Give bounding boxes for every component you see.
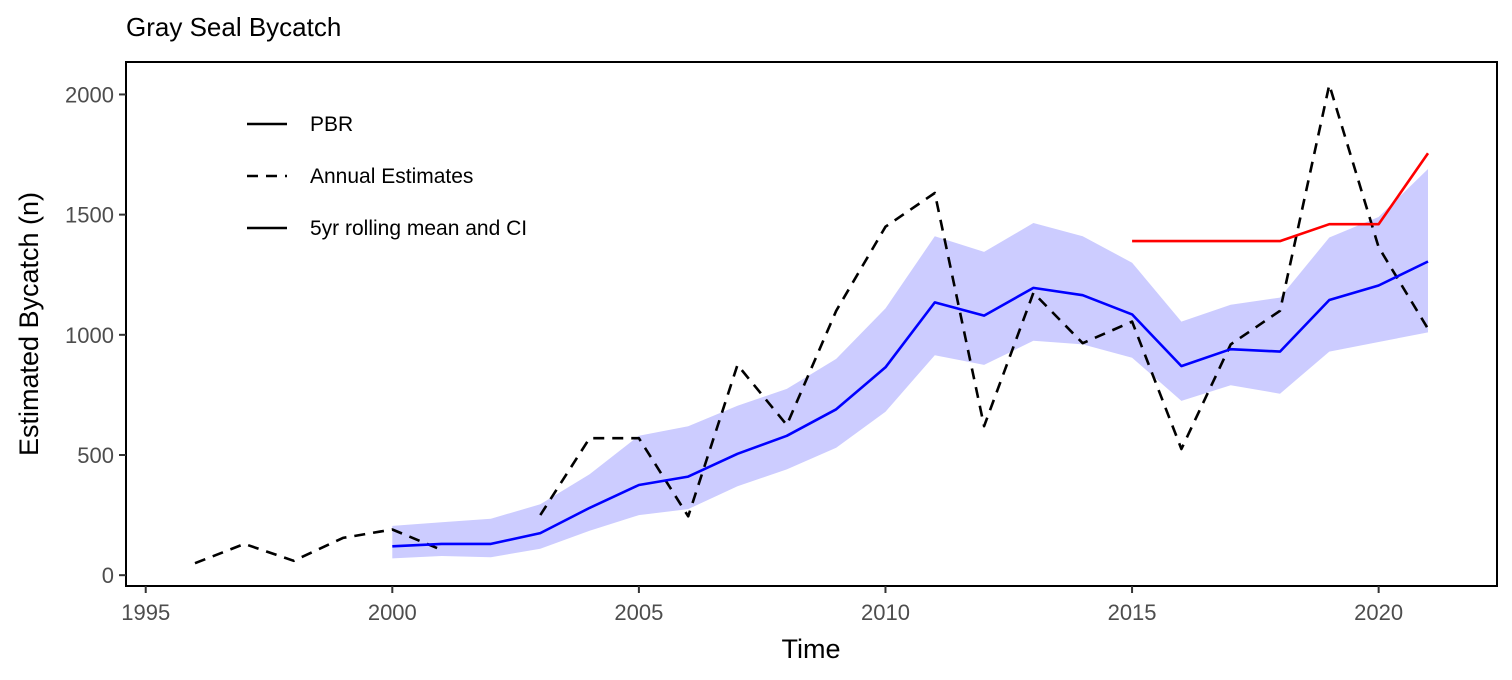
chart-title: Gray Seal Bycatch <box>126 12 342 42</box>
y-tick-label-1500: 1500 <box>65 203 114 228</box>
plot-panel-border <box>125 61 1498 587</box>
x-axis: 1995 2000 2005 2010 2015 2020 <box>121 586 1403 625</box>
x-tick-label-1995: 1995 <box>121 600 170 625</box>
legend: PBR Annual Estimates 5yr rolling mean and … <box>247 113 527 240</box>
x-tick-label-2000: 2000 <box>368 600 417 625</box>
ci-band-5yr-rolling-mean-and-ci <box>392 169 1428 559</box>
x-tick-label-2015: 2015 <box>1108 600 1157 625</box>
series-line-annual-estimates-segment-1 <box>194 528 443 565</box>
legend-label-5yr-rolling-mean-and-ci: 5yr rolling mean and CI <box>310 217 527 240</box>
legend-label-pbr: PBR <box>310 113 353 136</box>
y-axis-title: Estimated Bycatch (n) <box>14 192 44 456</box>
y-axis: 0 500 1000 1500 2000 <box>65 82 126 588</box>
ci-band-layer <box>392 169 1428 559</box>
series-line-pbr <box>1132 152 1430 243</box>
y-tick-label-1000: 1000 <box>65 323 114 348</box>
x-tick-label-2010: 2010 <box>861 600 910 625</box>
y-tick-label-500: 500 <box>77 443 114 468</box>
x-tick-label-2020: 2020 <box>1354 600 1403 625</box>
y-tick-label-2000: 2000 <box>65 82 114 107</box>
series-line-5yr-rolling-mean-and-ci <box>392 260 1429 548</box>
series-lines-layer <box>194 83 1430 565</box>
y-tick-label-0: 0 <box>102 563 114 588</box>
x-tick-label-2005: 2005 <box>614 600 663 625</box>
x-axis-title: Time <box>782 634 841 664</box>
series-line-annual-estimates-segment-2 <box>539 83 1430 518</box>
legend-label-annual-estimates: Annual Estimates <box>310 165 473 188</box>
